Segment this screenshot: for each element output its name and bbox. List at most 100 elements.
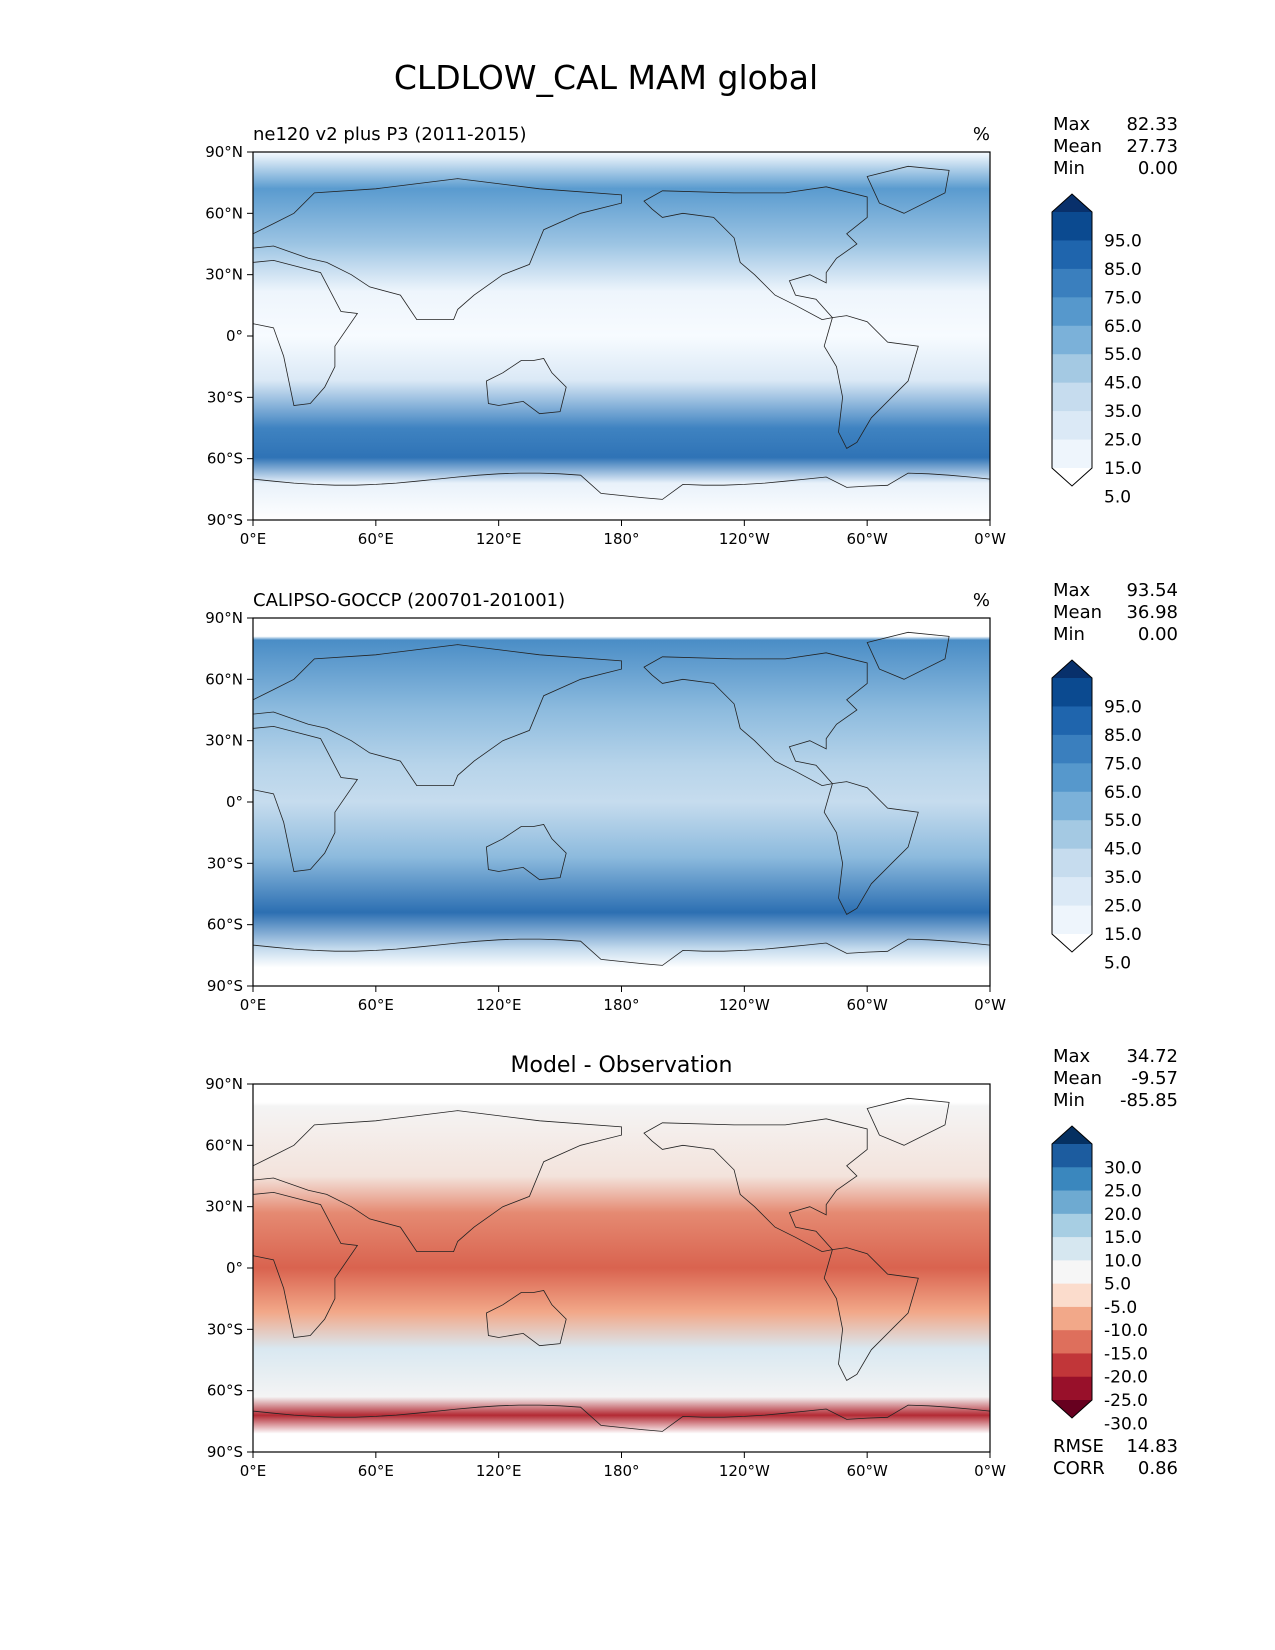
coastline — [643, 1118, 868, 1253]
x-tick-label: 120°W — [719, 1462, 770, 1480]
colorbar-segment — [1052, 848, 1092, 878]
stat-label: Min — [1053, 158, 1085, 179]
panel-1: 0°E 60°E 120°E 180° 120°W 60°W 0°W 90°N 60°N 30°N… — [205, 114, 1178, 548]
colorbar-label: 25.0 — [1104, 1182, 1142, 1202]
y-tick-label: 60°S — [207, 450, 243, 468]
x-tick-label: 180° — [603, 530, 639, 548]
stat-value: 36.98 — [1126, 602, 1178, 623]
y-tick-label: 90°S — [207, 511, 243, 529]
x-tick-label: 180° — [603, 1462, 639, 1480]
colorbar-segment — [1052, 439, 1092, 469]
colorbar-segment — [1052, 763, 1092, 793]
colorbar-label: 30.0 — [1104, 1158, 1142, 1178]
stat-label: Min — [1053, 624, 1085, 645]
colorbar-label: 15.0 — [1104, 925, 1142, 945]
stat-value: 0.86 — [1138, 1458, 1178, 1479]
coastlines — [252, 165, 991, 500]
colorbar-label: 20.0 — [1104, 1205, 1142, 1225]
colorbar-extend-top — [1052, 1126, 1092, 1144]
stat-label: RMSE — [1053, 1436, 1104, 1457]
panel-2: 0°E 60°E 120°E 180° 120°W 60°W 0°W 90°N 60°N 30°N… — [205, 580, 1178, 1014]
coastline — [866, 165, 950, 214]
x-tick-label: 0°W — [974, 996, 1006, 1014]
x-tick-label: 0°W — [974, 1462, 1006, 1480]
colorbar-segment — [1052, 354, 1092, 384]
colorbar-label: -20.0 — [1104, 1368, 1148, 1388]
colorbar-segment — [1052, 1144, 1092, 1168]
stat-value: 0.00 — [1138, 624, 1178, 645]
colorbar-label: 15.0 — [1104, 459, 1142, 479]
coastline — [866, 1097, 950, 1146]
coastline — [252, 1191, 359, 1338]
coastline — [823, 781, 919, 915]
coastline — [823, 315, 919, 449]
stat-label: Mean — [1053, 136, 1102, 157]
colorbar-segment — [1052, 1306, 1092, 1331]
stat-label: Max — [1053, 580, 1091, 601]
colorbar-label: 5.0 — [1104, 953, 1131, 973]
y-tick-label: 60°N — [205, 670, 243, 688]
x-tick-label: 60°E — [358, 1462, 394, 1480]
colorbar-segment — [1052, 240, 1092, 270]
x-tick-label: 120°W — [719, 996, 770, 1014]
y-tick-label: 90°N — [205, 1075, 243, 1093]
colorbar-segment — [1052, 1213, 1092, 1238]
x-tick-label: 60°W — [846, 1462, 888, 1480]
colorbar-label: 85.0 — [1104, 260, 1142, 280]
coastline — [643, 652, 868, 787]
colorbar: 95.0 85.0 75.0 65.0 55.0 45.0 35.0 25.0 15.0 5.0 — [1051, 659, 1142, 973]
colorbar-label: 65.0 — [1104, 317, 1142, 337]
colorbar-label: -10.0 — [1104, 1321, 1148, 1341]
stat-value: 27.73 — [1126, 136, 1178, 157]
y-tick-label: 60°N — [205, 204, 243, 222]
y-tick-label: 0° — [226, 1259, 243, 1277]
colorbar-segment — [1052, 325, 1092, 355]
y-tick-label: 0° — [226, 327, 243, 345]
colorbar-label: 55.0 — [1104, 345, 1142, 365]
stat-value: 82.33 — [1126, 114, 1178, 135]
stat-value: 34.72 — [1126, 1046, 1178, 1067]
colorbar-segment — [1052, 734, 1092, 764]
units-label: % — [973, 590, 990, 611]
stat-value: 93.54 — [1126, 580, 1178, 601]
coastline-antarctica — [252, 938, 991, 966]
stat-label: Min — [1053, 1090, 1085, 1111]
coastline-antarctica — [252, 472, 991, 500]
map-field — [253, 1084, 990, 1452]
y-tick-label: 60°N — [205, 1136, 243, 1154]
stat-value: -85.85 — [1120, 1090, 1178, 1111]
colorbar-segment — [1052, 297, 1092, 327]
y-tick-label: 90°N — [205, 609, 243, 627]
colorbar-label: 5.0 — [1104, 1275, 1131, 1295]
colorbar-label: 65.0 — [1104, 783, 1142, 803]
colorbar-segment — [1052, 791, 1092, 821]
colorbar-segment — [1052, 1167, 1092, 1192]
y-tick-label: 30°N — [205, 1198, 243, 1216]
stat-label: Max — [1053, 1046, 1091, 1067]
stat-value: 14.83 — [1126, 1436, 1178, 1457]
stats-block: Max 93.54 Mean 36.98 Min 0.00 — [1053, 580, 1178, 645]
x-tick-label: 120°W — [719, 530, 770, 548]
units-label: % — [973, 124, 990, 145]
coastlines — [252, 631, 991, 966]
colorbar-label: -15.0 — [1104, 1344, 1148, 1364]
x-tick-label: 0°W — [974, 530, 1006, 548]
coastline — [252, 1110, 622, 1252]
stats-block: Max 34.72 Mean -9.57 Min -85.85 — [1053, 1046, 1178, 1111]
colorbar-segment — [1052, 678, 1092, 707]
colorbar-label: 55.0 — [1104, 811, 1142, 831]
colorbar: 30.0 25.0 20.0 15.0 10.0 5.0 -5.0 -10.0 -15.0 -20… — [1051, 1125, 1148, 1434]
colorbar-label: -25.0 — [1104, 1391, 1148, 1411]
colorbar-extend-bottom — [1052, 468, 1092, 486]
coastline — [252, 725, 359, 872]
colorbar-segment — [1052, 1260, 1092, 1285]
colorbar-segment — [1052, 1353, 1092, 1378]
y-tick-label: 30°S — [207, 388, 243, 406]
y-tick-label: 90°S — [207, 977, 243, 995]
panel-title: CALIPSO-GOCCP (200701-201001) — [253, 590, 565, 611]
colorbar-segment — [1052, 1237, 1092, 1261]
x-tick-label: 120°E — [476, 1462, 522, 1480]
stat-value: -9.57 — [1131, 1068, 1178, 1089]
y-tick-label: 90°S — [207, 1443, 243, 1461]
x-tick-label: 60°W — [846, 530, 888, 548]
